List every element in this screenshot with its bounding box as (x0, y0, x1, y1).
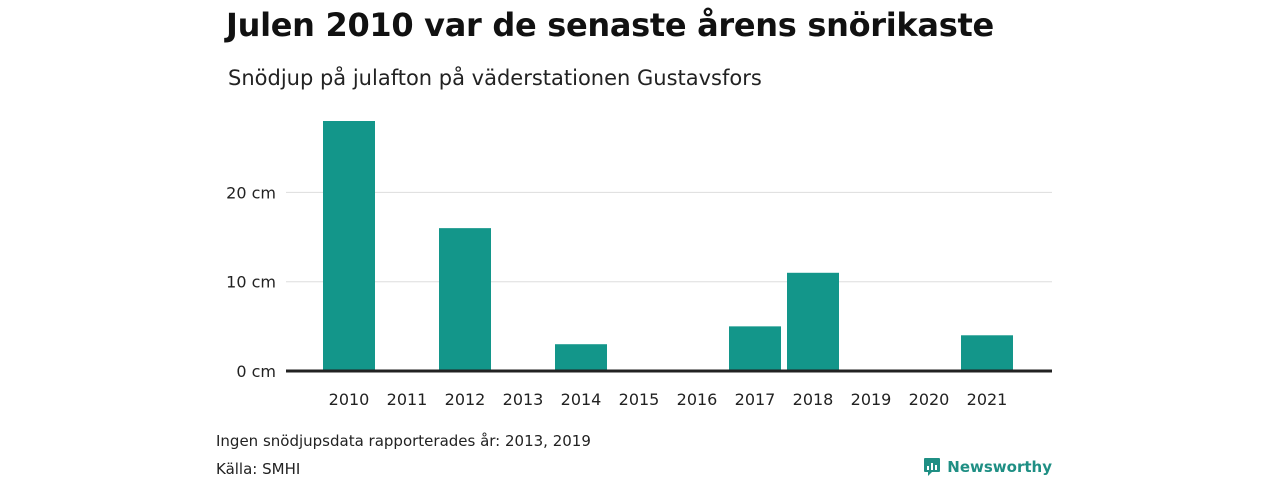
chart-title: Julen 2010 var de senaste årens snörikas… (226, 6, 994, 44)
bars (323, 121, 1013, 371)
x-tick-label: 2019 (851, 390, 892, 409)
x-tick-label: 2018 (793, 390, 834, 409)
bar-2014 (555, 344, 607, 371)
x-tick-label: 2017 (735, 390, 776, 409)
bar-2010 (323, 121, 375, 371)
x-tick-label: 2016 (677, 390, 718, 409)
x-tick-label: 2014 (561, 390, 602, 409)
x-tick-label: 2021 (967, 390, 1008, 409)
y-tick-label: 20 cm (226, 183, 276, 202)
bar-2021 (961, 335, 1013, 371)
source-note: Källa: SMHI (216, 460, 301, 478)
x-tick-label: 2011 (387, 390, 428, 409)
y-axis-ticks: 0 cm 10 cm 20 cm (226, 183, 276, 381)
y-tick-label: 10 cm (226, 273, 276, 292)
x-tick-label: 2020 (909, 390, 950, 409)
missing-data-note: Ingen snödjupsdata rapporterades år: 201… (216, 432, 591, 450)
brand-logo: Newsworthy (923, 457, 1052, 477)
x-tick-label: 2013 (503, 390, 544, 409)
newsworthy-logo-icon (924, 458, 941, 476)
bar-2012 (439, 228, 491, 371)
x-tick-label: 2012 (445, 390, 486, 409)
y-tick-label: 0 cm (236, 362, 276, 381)
x-axis-ticks: 2010 2011 2012 2013 2014 2015 2016 2017 2018 2019… (329, 390, 1008, 409)
chart-subtitle: Snödjup på julafton på väderstationen Gu… (228, 66, 762, 90)
bar-2017 (729, 326, 781, 371)
x-tick-label: 2015 (619, 390, 660, 409)
gridlines (286, 191, 1052, 283)
brand-name: Newsworthy (947, 458, 1052, 476)
bar-2018 (787, 272, 839, 371)
x-tick-label: 2010 (329, 390, 370, 409)
